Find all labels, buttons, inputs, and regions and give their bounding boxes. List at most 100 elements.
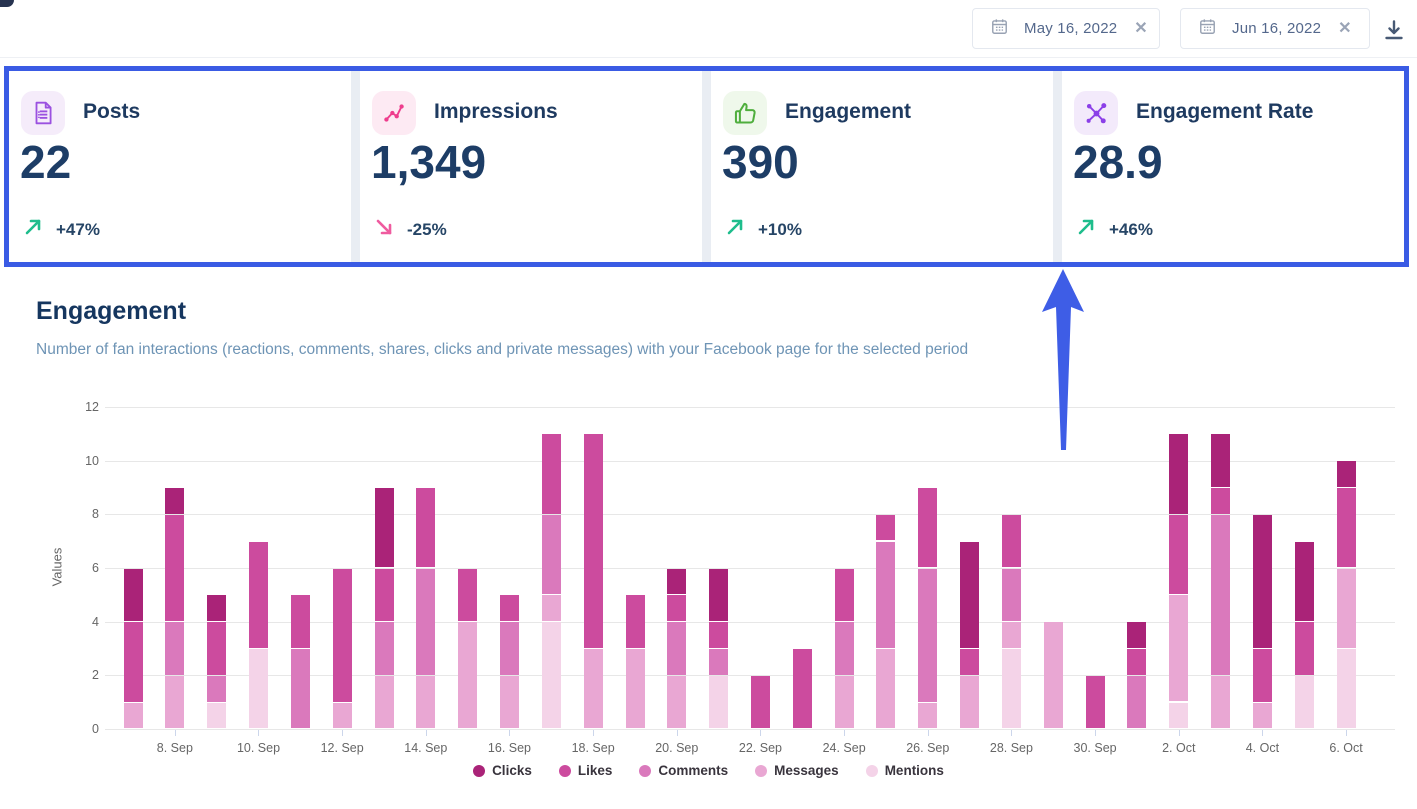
bar-segment-likes-20-Sep[interactable] [667,595,687,621]
bar-segment-messages-28-Sep[interactable] [1001,622,1021,648]
legend-item-clicks[interactable]: Clicks [473,763,532,778]
legend-item-comments[interactable]: Comments [639,763,728,778]
bar-segment-likes-30-Sep[interactable] [1085,675,1105,729]
bar-segment-likes-11-Sep[interactable] [290,595,310,648]
bar-segment-clicks-6-Oct[interactable] [1336,461,1356,487]
bar-segment-comments-9-Sep[interactable] [207,675,227,702]
bar-segment-likes-28-Sep[interactable] [1001,514,1021,568]
bar-segment-likes-18-Sep[interactable] [583,434,603,648]
bar-segment-likes-16-Sep[interactable] [500,595,519,621]
bar-segment-messages-12-Sep[interactable] [332,702,352,729]
bar-segment-mentions-10-Sep[interactable] [249,649,268,729]
bar-segment-likes-27-Sep[interactable] [960,649,980,675]
bar-segment-likes-19-Sep[interactable] [625,595,645,648]
bar-segment-likes-9-Sep[interactable] [207,622,227,675]
bar-segment-likes-2-Oct[interactable] [1169,514,1189,595]
bar-segment-clicks-1-Oct[interactable] [1127,622,1147,648]
bar-segment-messages-15-Sep[interactable] [458,622,478,729]
bar-segment-messages-4-Oct[interactable] [1252,702,1272,729]
bar-segment-mentions-28-Sep[interactable] [1001,649,1021,729]
bar-segment-clicks-9-Sep[interactable] [207,595,227,621]
bar-segment-messages-6-Oct[interactable] [1336,568,1356,648]
bar-segment-clicks-13-Sep[interactable] [374,487,394,568]
close-icon[interactable]: ✕ [1338,19,1352,37]
bar-segment-mentions-21-Sep[interactable] [709,675,729,729]
bar-segment-comments-14-Sep[interactable] [416,568,436,675]
bar-segment-messages-27-Sep[interactable] [960,675,980,729]
bar-segment-likes-5-Oct[interactable] [1294,622,1314,675]
bar-segment-likes-22-Sep[interactable] [750,675,770,729]
bar-segment-messages-24-Sep[interactable] [834,675,854,729]
bar-segment-likes-8-Sep[interactable] [165,514,185,621]
bar-segment-clicks-7-Sep[interactable] [123,568,143,621]
bar-segment-clicks-4-Oct[interactable] [1252,514,1272,648]
bar-segment-clicks-21-Sep[interactable] [709,568,729,621]
bar-segment-likes-6-Oct[interactable] [1336,487,1356,568]
bar-segment-clicks-5-Oct[interactable] [1294,541,1314,621]
bar-segment-comments-13-Sep[interactable] [374,622,394,675]
bar-segment-likes-10-Sep[interactable] [249,541,268,648]
bar-segment-messages-17-Sep[interactable] [541,595,561,621]
bar-segment-clicks-20-Sep[interactable] [667,568,687,595]
bar-segment-likes-26-Sep[interactable] [918,487,938,568]
bar-segment-comments-3-Oct[interactable] [1211,514,1231,675]
legend-item-messages[interactable]: Messages [755,763,839,778]
bar-segment-mentions-5-Oct[interactable] [1294,675,1314,729]
bar-segment-likes-4-Oct[interactable] [1252,649,1272,702]
bar-segment-likes-1-Oct[interactable] [1127,649,1147,675]
bar-segment-mentions-6-Oct[interactable] [1336,649,1356,729]
bar-segment-clicks-2-Oct[interactable] [1169,434,1189,514]
x-axis-tick-mark [927,730,929,736]
bar-segment-messages-2-Oct[interactable] [1169,595,1189,702]
bar-segment-likes-24-Sep[interactable] [834,568,854,621]
bar-segment-messages-20-Sep[interactable] [667,675,687,729]
bar-segment-messages-26-Sep[interactable] [918,702,938,729]
bar-segment-messages-18-Sep[interactable] [583,649,603,729]
x-axis-tick-mark [676,730,678,736]
bar-segment-comments-16-Sep[interactable] [500,622,519,675]
bar-segment-messages-25-Sep[interactable] [876,649,896,729]
bar-segment-mentions-17-Sep[interactable] [541,622,561,729]
bar-segment-messages-8-Sep[interactable] [165,675,185,729]
bar-segment-likes-14-Sep[interactable] [416,487,436,568]
bar-segment-comments-17-Sep[interactable] [541,514,561,595]
bar-segment-mentions-9-Sep[interactable] [207,702,227,729]
bar-segment-mentions-2-Oct[interactable] [1169,702,1189,729]
bar-segment-comments-28-Sep[interactable] [1001,568,1021,621]
bar-segment-messages-13-Sep[interactable] [374,675,394,729]
bar-segment-comments-8-Sep[interactable] [165,622,185,675]
date-from-picker[interactable]: May 16, 2022 ✕ [972,8,1160,49]
bar-segment-clicks-3-Oct[interactable] [1211,434,1231,487]
bar-segment-clicks-27-Sep[interactable] [960,541,980,648]
bar-segment-messages-3-Oct[interactable] [1211,675,1231,729]
bar-segment-messages-14-Sep[interactable] [416,675,436,729]
date-to-picker[interactable]: Jun 16, 2022 ✕ [1180,8,1370,49]
bar-segment-likes-23-Sep[interactable] [792,649,812,729]
bar-segment-comments-21-Sep[interactable] [709,649,729,675]
bar-segment-likes-25-Sep[interactable] [876,514,896,541]
bar-segment-comments-25-Sep[interactable] [876,541,896,648]
bar-segment-likes-15-Sep[interactable] [458,568,478,621]
bar-segment-likes-3-Oct[interactable] [1211,487,1231,514]
legend-item-mentions[interactable]: Mentions [865,763,944,778]
bar-segment-likes-13-Sep[interactable] [374,568,394,621]
legend-item-likes[interactable]: Likes [558,763,612,778]
bar-segment-messages-7-Sep[interactable] [123,702,143,729]
bar-segment-comments-26-Sep[interactable] [918,568,938,702]
bar-segment-messages-29-Sep[interactable] [1043,622,1063,729]
bar-segment-comments-11-Sep[interactable] [290,649,310,729]
bar-segment-comments-1-Oct[interactable] [1127,675,1147,729]
bar-segment-clicks-8-Sep[interactable] [165,487,185,514]
bar-segment-comments-24-Sep[interactable] [834,622,854,675]
bar-segment-comments-20-Sep[interactable] [667,622,687,675]
bar-segment-likes-7-Sep[interactable] [123,622,143,702]
bar-segment-likes-17-Sep[interactable] [541,434,561,514]
bar-segment-likes-21-Sep[interactable] [709,622,729,648]
bar-segment-likes-12-Sep[interactable] [332,568,352,702]
bar-segment-messages-19-Sep[interactable] [625,649,645,729]
card-value: 390 [722,136,799,188]
download-icon[interactable] [1380,16,1408,44]
close-icon[interactable]: ✕ [1134,19,1148,37]
bar-segment-messages-16-Sep[interactable] [500,675,519,729]
calendar-icon [1198,17,1217,41]
